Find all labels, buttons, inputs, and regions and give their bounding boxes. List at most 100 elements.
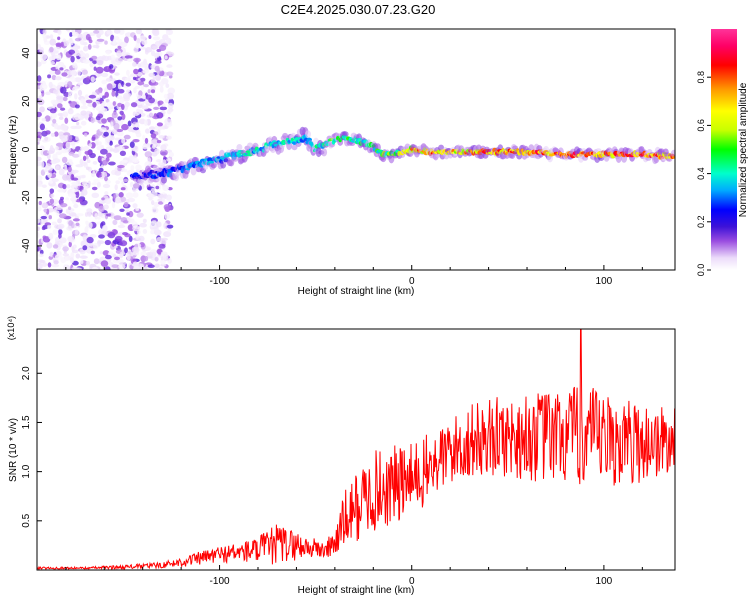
noise-blob xyxy=(49,108,57,114)
noise-blob xyxy=(147,89,151,94)
noise-blob xyxy=(71,145,76,150)
noise-blob xyxy=(89,234,97,238)
noise-blob xyxy=(81,174,86,179)
noise-blob xyxy=(132,61,137,67)
noise-blob xyxy=(90,250,95,255)
noise-blob xyxy=(77,82,84,86)
noise-blob xyxy=(98,205,105,213)
noise-blob xyxy=(140,251,147,257)
noise-blob xyxy=(149,112,154,117)
noise-blob xyxy=(163,204,171,211)
noise-blob xyxy=(150,139,159,147)
noise-blob xyxy=(164,55,168,60)
noise-blob xyxy=(69,257,74,264)
noise-blob xyxy=(142,229,148,234)
noise-blob xyxy=(104,198,112,205)
noise-blob xyxy=(84,94,89,100)
noise-blob xyxy=(157,100,164,106)
noise-blob xyxy=(151,220,157,224)
noise-blob xyxy=(167,258,172,264)
noise-blob xyxy=(145,47,153,53)
noise-blob xyxy=(133,68,139,75)
noise-blob xyxy=(160,144,167,151)
noise-blob xyxy=(159,149,168,156)
noise-blob xyxy=(151,200,155,206)
snr-y-tick-label: 0.5 xyxy=(21,513,32,527)
noise-blob xyxy=(148,35,152,39)
snr-x-axis-label: Height of straight line (km) xyxy=(298,585,415,596)
noise-blob xyxy=(112,148,119,153)
noise-blob xyxy=(164,118,173,126)
signal-halo xyxy=(305,130,311,139)
noise-blob xyxy=(154,125,158,131)
noise-blob xyxy=(159,81,164,87)
snr-axes: -100 0 100 0.5 1.0 1.5 2.0 xyxy=(21,366,643,587)
signal-point xyxy=(672,156,675,159)
noise-blob xyxy=(152,45,159,50)
noise-blob xyxy=(88,143,93,148)
noise-blob xyxy=(59,237,67,244)
signal-halo xyxy=(236,144,243,151)
noise-blob xyxy=(95,66,104,74)
snr-scale-note: (x10⁴) xyxy=(6,316,16,340)
colorbar-ticks: 0.0 0.2 0.4 0.6 0.8 xyxy=(696,71,711,276)
noise-blob xyxy=(88,32,96,37)
noise-blob xyxy=(129,73,138,78)
noise-blob xyxy=(37,61,42,67)
noise-blob xyxy=(165,29,172,32)
noise-blob xyxy=(85,99,93,104)
noise-blob xyxy=(137,229,141,235)
noise-blob xyxy=(135,29,142,35)
noise-blob xyxy=(124,55,133,59)
noise-blob xyxy=(158,125,162,129)
noise-blob xyxy=(101,118,107,124)
noise-blob xyxy=(100,144,104,148)
noise-blob xyxy=(151,206,158,210)
noise-blob xyxy=(162,185,170,191)
noise-blob xyxy=(125,192,134,199)
noise-blob xyxy=(166,64,173,68)
noise-blob xyxy=(127,197,136,203)
noise-blob xyxy=(58,213,67,219)
noise-blob xyxy=(72,31,79,37)
noise-blob xyxy=(85,110,92,115)
noise-blob xyxy=(83,146,90,152)
noise-blob xyxy=(54,131,59,137)
noise-blob xyxy=(54,184,58,189)
noise-blob xyxy=(71,246,75,252)
noise-blob xyxy=(50,99,58,105)
noise-blob xyxy=(74,77,82,83)
noise-blob xyxy=(57,218,62,224)
noise-blob xyxy=(39,83,48,90)
noise-blob xyxy=(124,77,131,81)
noise-blob xyxy=(39,46,45,54)
noise-blob xyxy=(105,135,111,143)
noise-blob xyxy=(52,118,57,124)
noise-blob xyxy=(52,229,59,235)
noise-blob xyxy=(56,225,64,230)
noise-blob xyxy=(37,181,42,187)
noise-blob xyxy=(82,32,86,38)
noise-blob xyxy=(137,81,145,86)
noise-blob xyxy=(49,188,55,194)
noise-blob xyxy=(47,262,52,268)
noise-blob xyxy=(37,75,42,82)
noise-blob xyxy=(98,199,106,204)
noise-blob xyxy=(100,148,108,155)
noise-blob xyxy=(104,266,111,270)
spectrogram-x-tick-label: 100 xyxy=(596,276,613,287)
noise-blob xyxy=(60,196,64,201)
noise-blob xyxy=(96,38,105,42)
noise-blob xyxy=(45,130,51,135)
noise-blob xyxy=(90,76,96,83)
noise-blob xyxy=(107,231,116,239)
noise-blob xyxy=(119,208,125,212)
noise-blob xyxy=(123,178,129,182)
noise-blob xyxy=(130,102,138,108)
noise-blob xyxy=(56,251,60,257)
noise-blob xyxy=(68,241,72,248)
noise-blob xyxy=(158,113,163,119)
noise-blob xyxy=(67,193,74,198)
noise-blob xyxy=(66,184,71,189)
noise-blob xyxy=(126,212,130,216)
